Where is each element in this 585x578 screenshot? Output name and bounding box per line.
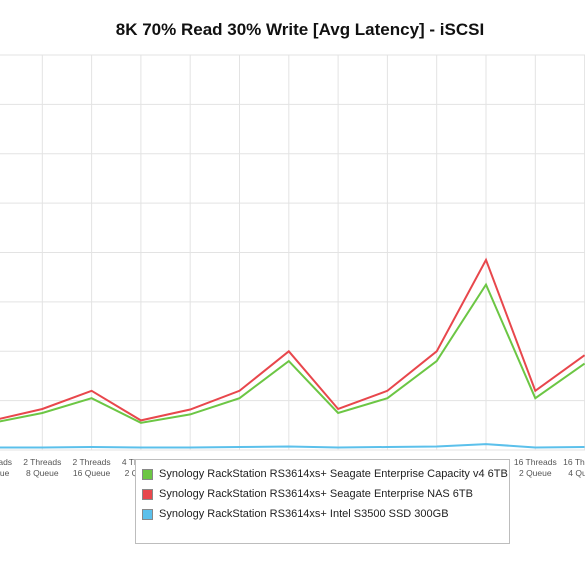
legend-swatch [142, 508, 153, 520]
legend-swatch [142, 488, 153, 500]
series-line-1 [0, 257, 585, 422]
x-tick-label: 16 Queue [73, 468, 111, 478]
chart-title: 8K 70% Read 30% Write [Avg Latency] - iS… [115, 20, 485, 39]
legend-label: Synology RackStation RS3614xs+ Seagate E… [159, 468, 508, 480]
x-tick-label: 2 Threads [73, 457, 111, 467]
x-tick-label: 16 Threads [563, 457, 585, 467]
legend-label: Synology RackStation RS3614xs+ Seagate E… [159, 488, 473, 500]
series-line-2 [0, 443, 585, 449]
x-tick-label: 4 Queue [568, 468, 585, 478]
legend-item: Synology RackStation RS3614xs+ Intel S35… [142, 504, 509, 524]
x-tick-label: 1 Queue [0, 468, 10, 478]
x-tick-label: 2 Queue [519, 468, 552, 478]
legend: Synology RackStation RS3614xs+ Seagate E… [135, 459, 510, 544]
x-tick-label: 2 Threads [23, 457, 61, 467]
x-tick-label: 16 Threads [514, 457, 557, 467]
series-line-0 [0, 282, 585, 424]
legend-item: Synology RackStation RS3614xs+ Seagate E… [142, 484, 509, 504]
x-tick-label: 8 Queue [26, 468, 59, 478]
x-tick-label: 1 Threads [0, 457, 12, 467]
legend-item: Synology RackStation RS3614xs+ Seagate E… [142, 464, 509, 484]
legend-label: Synology RackStation RS3614xs+ Intel S35… [159, 508, 449, 520]
series-lines [0, 257, 585, 449]
grid-lines [0, 54, 585, 451]
legend-swatch [142, 468, 153, 480]
